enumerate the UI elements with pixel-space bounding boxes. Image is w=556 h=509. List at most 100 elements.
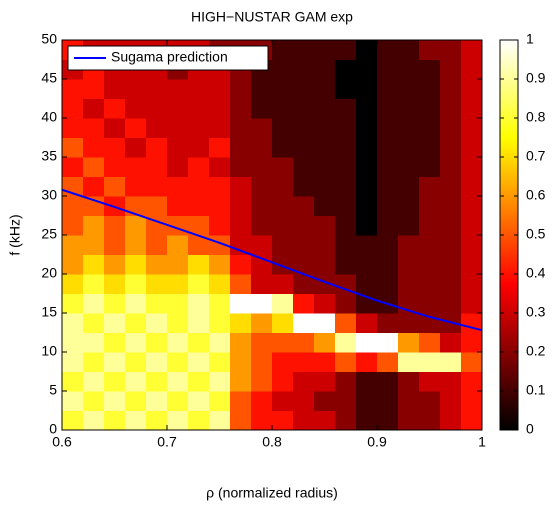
heat-cell — [272, 371, 294, 392]
heat-cell — [314, 176, 336, 197]
heat-cell — [440, 118, 462, 138]
heat-cell — [251, 313, 273, 333]
heat-cell — [209, 137, 231, 158]
heat-cell — [230, 313, 252, 333]
heat-cell — [377, 410, 399, 431]
heat-cell — [230, 391, 252, 411]
heat-cell — [440, 59, 462, 80]
heat-cell — [62, 293, 84, 314]
heat-cell — [377, 235, 399, 255]
heat-cell — [125, 235, 147, 255]
heat-cell — [272, 196, 294, 216]
heat-cell — [356, 157, 378, 177]
heat-cell — [461, 157, 483, 177]
heat-cell — [104, 98, 126, 119]
heat-cell — [104, 254, 126, 275]
colorbar-tick-label: 1 — [526, 31, 534, 47]
heat-cell — [83, 137, 105, 158]
heat-cell — [62, 118, 84, 138]
heat-cell — [188, 98, 210, 119]
heat-cell — [356, 254, 378, 275]
heat-cell — [461, 391, 483, 411]
colorbar-tick-label: 0.8 — [526, 109, 546, 125]
heat-cell — [293, 98, 315, 119]
heat-cell — [419, 235, 441, 255]
heat-cell — [440, 98, 462, 119]
y-tick-label: 0 — [49, 421, 57, 437]
heat-cell — [83, 98, 105, 119]
y-axis-label: f (kHz) — [7, 214, 23, 255]
heat-cell — [272, 215, 294, 236]
heat-cell — [335, 59, 357, 80]
heat-cell — [188, 313, 210, 333]
heat-cell — [104, 274, 126, 294]
heat-cell — [335, 313, 357, 333]
heat-cell — [293, 410, 315, 431]
heat-cell — [83, 274, 105, 294]
heat-cell — [419, 196, 441, 216]
heat-cell — [440, 176, 462, 197]
y-tick-label: 10 — [41, 343, 57, 359]
heat-cell — [461, 118, 483, 138]
heat-cell — [335, 40, 357, 60]
y-tick-label: 40 — [41, 109, 57, 125]
chart-title: HIGH−NUSTAR GAM exp — [191, 9, 353, 25]
heat-cell — [230, 157, 252, 177]
heat-cell — [293, 235, 315, 255]
heat-cell — [125, 176, 147, 197]
heat-cell — [356, 215, 378, 236]
heat-cell — [251, 293, 273, 314]
heat-cell — [377, 176, 399, 197]
heat-cell — [188, 371, 210, 392]
heat-cell — [62, 137, 84, 158]
heat-cell — [272, 157, 294, 177]
heat-cell — [314, 98, 336, 119]
y-tick-label: 45 — [41, 70, 57, 86]
heat-cell — [83, 79, 105, 99]
heat-cell — [314, 352, 336, 372]
heat-cell — [272, 176, 294, 197]
heat-cell — [188, 332, 210, 353]
heat-cell — [167, 391, 189, 411]
heat-cell — [356, 137, 378, 158]
heat-cell — [272, 40, 294, 60]
heat-cell — [377, 215, 399, 236]
y-tick-label: 20 — [41, 265, 57, 281]
heat-cell — [293, 391, 315, 411]
heat-cell — [167, 157, 189, 177]
heat-cell — [146, 176, 168, 197]
heat-cell — [272, 98, 294, 119]
colorbar-tick-label: 0.6 — [526, 187, 546, 203]
heat-cell — [230, 196, 252, 216]
heat-cell — [272, 332, 294, 353]
heat-cell — [272, 118, 294, 138]
heat-cell — [146, 371, 168, 392]
heat-cell — [419, 274, 441, 294]
heat-cell — [398, 254, 420, 275]
heat-cell — [209, 371, 231, 392]
heat-cell — [377, 98, 399, 119]
heat-cell — [104, 293, 126, 314]
heat-cell — [356, 79, 378, 99]
heat-cell — [230, 352, 252, 372]
heat-cell — [356, 118, 378, 138]
heat-cell — [398, 235, 420, 255]
heat-cell — [377, 371, 399, 392]
heat-cell — [293, 254, 315, 275]
heat-cell — [335, 332, 357, 353]
heat-cell — [104, 371, 126, 392]
prediction-line — [61, 188, 483, 332]
heat-cell — [83, 215, 105, 236]
heat-cell — [104, 235, 126, 255]
heat-cell — [419, 137, 441, 158]
heat-cell — [230, 254, 252, 275]
heat-cell — [125, 215, 147, 236]
heat-cell — [251, 196, 273, 216]
y-tick-label: 5 — [49, 382, 57, 398]
heat-cell — [356, 313, 378, 333]
x-tick-label: 0.8 — [262, 434, 282, 450]
heat-cell — [209, 254, 231, 275]
heat-cell — [461, 40, 483, 60]
heat-cell — [167, 332, 189, 353]
heat-cell — [125, 98, 147, 119]
